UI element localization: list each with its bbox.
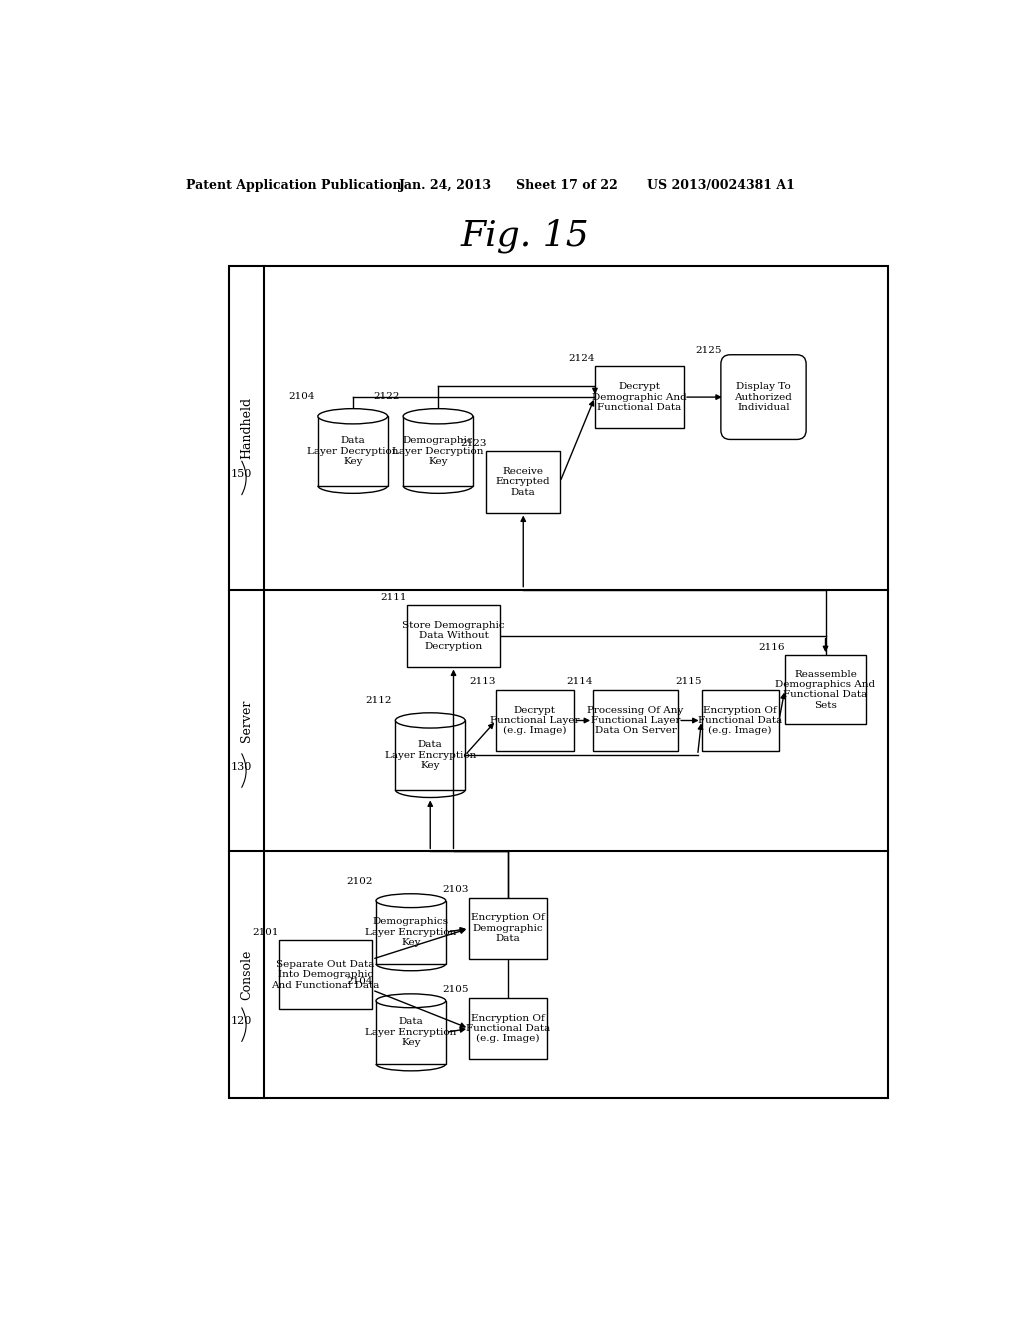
Bar <box>486 451 560 512</box>
Text: Encryption Of
Functional Data
(e.g. Image): Encryption Of Functional Data (e.g. Imag… <box>466 1014 550 1044</box>
Text: 2102: 2102 <box>346 876 373 886</box>
Text: 2105: 2105 <box>442 986 469 994</box>
Bar <box>317 416 388 486</box>
Text: 2104: 2104 <box>346 977 373 986</box>
Text: Console: Console <box>240 949 253 999</box>
Ellipse shape <box>376 894 445 908</box>
Text: Handheld: Handheld <box>240 397 253 459</box>
Text: 2125: 2125 <box>695 346 722 355</box>
Bar <box>376 1001 445 1064</box>
Bar <box>407 605 500 667</box>
Text: 2104: 2104 <box>289 392 314 401</box>
Text: Sheet 17 of 22: Sheet 17 of 22 <box>515 178 617 191</box>
Text: 130: 130 <box>231 762 253 772</box>
Text: Encryption Of
Demographic
Data: Encryption Of Demographic Data <box>471 913 545 944</box>
Bar <box>593 689 678 751</box>
Text: Decrypt
Demographic And
Functional Data: Decrypt Demographic And Functional Data <box>592 383 687 412</box>
Text: Patent Application Publication: Patent Application Publication <box>186 178 401 191</box>
Text: Fig. 15: Fig. 15 <box>461 218 589 252</box>
Text: Display To
Authorized
Individual: Display To Authorized Individual <box>734 383 793 412</box>
Text: Receive
Encrypted
Data: Receive Encrypted Data <box>496 467 551 496</box>
Text: US 2013/0024381 A1: US 2013/0024381 A1 <box>647 178 795 191</box>
Text: Demographic
Layer Decryption
Key: Demographic Layer Decryption Key <box>392 436 483 466</box>
Text: 2112: 2112 <box>366 696 392 705</box>
Bar <box>403 416 473 486</box>
Text: Server: Server <box>240 700 253 742</box>
Bar <box>469 898 547 960</box>
Bar <box>469 998 547 1059</box>
Bar <box>395 721 465 789</box>
Text: Processing Of Any
Functional Layer
Data On Server: Processing Of Any Functional Layer Data … <box>588 706 684 735</box>
Text: Reassemble
Demographics And
Functional Data
Sets: Reassemble Demographics And Functional D… <box>775 669 876 710</box>
Bar <box>595 367 684 428</box>
Ellipse shape <box>376 994 445 1007</box>
Text: 2113: 2113 <box>470 677 496 686</box>
Text: Data
Layer Encryption
Key: Data Layer Encryption Key <box>385 741 476 770</box>
Text: 150: 150 <box>231 469 253 479</box>
Text: 2122: 2122 <box>374 392 400 401</box>
Text: Data
Layer Decryption
Key: Data Layer Decryption Key <box>307 436 398 466</box>
FancyBboxPatch shape <box>721 355 806 440</box>
Ellipse shape <box>317 409 388 424</box>
Text: Jan. 24, 2013: Jan. 24, 2013 <box>399 178 493 191</box>
Text: 2115: 2115 <box>675 677 701 686</box>
Text: 2124: 2124 <box>568 354 595 363</box>
Text: 2116: 2116 <box>759 643 784 652</box>
Ellipse shape <box>395 713 465 729</box>
Text: 120: 120 <box>231 1016 253 1026</box>
Text: Encryption Of
Functional Data
(e.g. Image): Encryption Of Functional Data (e.g. Imag… <box>698 705 782 735</box>
Bar <box>784 655 866 725</box>
Text: Decrypt
Functional Layer
(e.g. Image): Decrypt Functional Layer (e.g. Image) <box>490 705 580 735</box>
Bar <box>280 940 372 1010</box>
Text: Separate Out Data
Into Demographic
And Functional Data: Separate Out Data Into Demographic And F… <box>271 960 380 990</box>
Text: 2101: 2101 <box>253 928 280 937</box>
Bar <box>496 689 573 751</box>
Text: 2111: 2111 <box>381 593 407 602</box>
Text: 2123: 2123 <box>460 438 486 447</box>
Bar <box>701 689 779 751</box>
Bar <box>228 267 888 1098</box>
Text: 2103: 2103 <box>442 886 469 895</box>
Text: Demographics
Layer Encryption
Key: Demographics Layer Encryption Key <box>366 917 457 948</box>
Text: Data
Layer Encryption
Key: Data Layer Encryption Key <box>366 1018 457 1047</box>
Text: Store Demographic
Data Without
Decryption: Store Demographic Data Without Decryptio… <box>402 620 505 651</box>
Bar <box>376 900 445 964</box>
Ellipse shape <box>403 409 473 424</box>
Text: 2114: 2114 <box>566 677 593 686</box>
